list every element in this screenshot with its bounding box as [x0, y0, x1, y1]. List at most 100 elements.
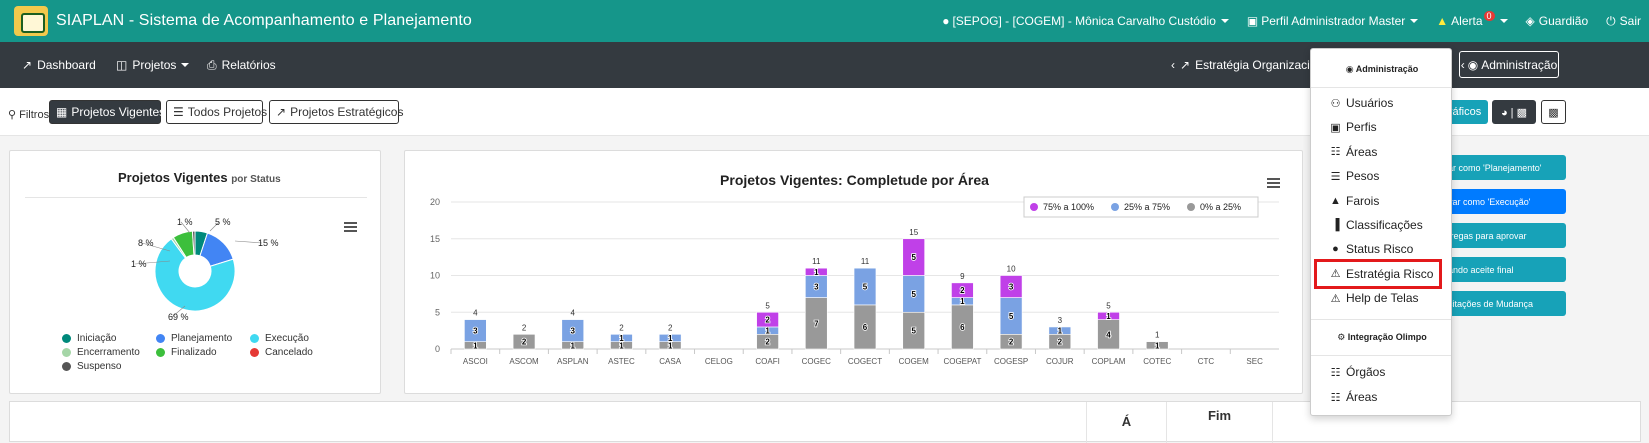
dropdown-item--rg-os[interactable]: ☷ Órgãos	[1329, 365, 1386, 379]
logout-link[interactable]: ⏻ Sair	[1606, 14, 1641, 29]
filter-all-projects[interactable]: ☰ Todos Projetos	[166, 100, 267, 124]
bar-segment-coafi	[756, 311, 779, 328]
dropdown-item-usu-rios[interactable]: ⚇ Usuários	[1329, 96, 1394, 110]
bar-total-label: 15	[909, 228, 918, 237]
x-tick-label: COGECT	[848, 357, 882, 366]
dropdown-item-label: Áreas	[1346, 390, 1378, 404]
pie-data-label: 69 %	[168, 312, 189, 322]
alert-menu[interactable]: ▲ Alerta 0	[1436, 11, 1508, 28]
pie-menu-icon[interactable]	[344, 222, 357, 232]
nav-strategy[interactable]: ‹ ↗ Estratégia Organizacional	[1171, 42, 1310, 88]
dropdown-divider	[1311, 87, 1451, 88]
pie-label-leader	[234, 240, 263, 244]
bar-total-label: 4	[571, 309, 576, 318]
bar-menu-icon[interactable]	[1267, 178, 1280, 188]
chart-toggle-button[interactable]: ◕ | ▩	[1492, 100, 1536, 124]
side-action-button[interactable]: ar como 'Planejamento'	[1442, 155, 1566, 180]
bar-total-label: 5	[765, 301, 770, 310]
x-tick-label: ASCOI	[463, 357, 488, 366]
bar-segment-cogem	[902, 238, 925, 276]
dropdown-item-status-risco[interactable]: ● Status Risco	[1329, 242, 1413, 256]
bar-chart-button[interactable]: ▩	[1541, 100, 1566, 124]
siaplan-logo[interactable]	[14, 6, 48, 36]
id-card-icon: ▣	[1330, 121, 1341, 134]
bar-segment-label: 3	[1009, 283, 1014, 292]
highlight-estrategia-risco	[1314, 259, 1442, 289]
pie-legend-item[interactable]: Iniciação	[62, 333, 116, 344]
filter-all-label: Todos Projetos	[187, 105, 268, 119]
dropdown-divider	[1311, 355, 1451, 356]
user-menu[interactable]: ● [SEPOG] - [COGEM] - Mônica Carvalho Cu…	[942, 14, 1229, 28]
filter-strategic-projects[interactable]: ↗ Projetos Estratégicos	[269, 100, 403, 124]
admin-menu-button[interactable]: ‹ ◉ Administração	[1459, 51, 1559, 78]
app-title[interactable]: SIAPLAN - Sistema de Acompanhamento e Pl…	[56, 12, 472, 29]
table-col-divider	[1272, 402, 1273, 443]
nav-reports[interactable]: ⎙ Relatórios	[207, 42, 276, 88]
bar-segment-label: 1	[814, 268, 819, 277]
bar-segment-cojur	[1048, 326, 1072, 335]
bar-legend-label: 75% a 100%	[1043, 202, 1094, 212]
legend-swatch	[156, 334, 165, 343]
line-chart-icon: ↗	[22, 58, 33, 72]
side-action-button[interactable]: var como 'Execução'	[1442, 189, 1566, 214]
calendar-icon: ▦	[56, 105, 68, 119]
dropdown-item-farois[interactable]: ▲ Farois	[1329, 194, 1379, 208]
alert-label: Alerta	[1451, 14, 1483, 28]
pie-data-label: 15 %	[258, 238, 279, 248]
dropdown-item-classifica-es[interactable]: ▐ Classificações	[1329, 218, 1423, 232]
dropdown-header-admin: ◉ Administração	[1311, 64, 1453, 75]
side-action-button[interactable]: ando aceite final	[1442, 257, 1566, 282]
bar-segment-casa	[658, 334, 682, 342]
dropdown-item-pesos[interactable]: ☰ Pesos	[1329, 169, 1380, 183]
pie-legend-item[interactable]: Encerramento	[62, 347, 140, 358]
chevron-down-icon	[1499, 19, 1508, 23]
top-bar: SIAPLAN - Sistema de Acompanhamento e Pl…	[0, 0, 1649, 42]
side-action-button[interactable]: tregas para aprovar	[1442, 223, 1566, 248]
bar-segment-cogec	[805, 267, 828, 276]
pie-title-divider	[25, 197, 367, 198]
dropdown-item-help-de-telas[interactable]: ⚠ Help de Telas	[1329, 291, 1419, 305]
bell-icon: ▲	[1330, 194, 1341, 207]
side-action-button[interactable]: citações de Mudança	[1442, 291, 1566, 316]
pie-chart-icon: ◕ | ▩	[1500, 106, 1527, 119]
dropdown-item--reas[interactable]: ☷ Áreas	[1329, 145, 1378, 159]
dropdown-item-estrat-gia-risco[interactable]: ⚠ Estratégia Risco	[1329, 267, 1434, 281]
x-tick-label: COGEPAT	[943, 357, 981, 366]
legend-label: Iniciação	[77, 333, 117, 344]
dropdown-item-label: Classificações	[1346, 218, 1423, 232]
admin-dropdown-menu: ◉ Administração ⚇ Usuários ▣ Perfis ☷ Áreas ☰ P…	[1310, 48, 1452, 416]
dropdown-item-label: Help de Telas	[1346, 291, 1419, 306]
pie-legend-item[interactable]: Suspenso	[62, 361, 121, 372]
pie-subtitle-text: por Status	[231, 174, 281, 185]
pie-label-leader	[141, 242, 171, 252]
x-tick-label: COPLAM	[1092, 357, 1126, 366]
dropdown-item-perfis[interactable]: ▣ Perfis	[1329, 120, 1376, 134]
chevron-down-icon	[181, 63, 190, 67]
list-icon: ☰	[1330, 170, 1341, 183]
bar-total-label: 10	[1007, 265, 1016, 274]
bar-legend-swatch	[1111, 203, 1119, 211]
guardian-link[interactable]: ◈ Guardião	[1526, 14, 1589, 28]
nav-dashboard[interactable]: ↗ Dashboard	[22, 42, 96, 88]
filter-label: ⚲ Filtros:	[8, 108, 52, 121]
pie-legend-item[interactable]: Finalizado	[156, 347, 217, 358]
bar-segment-label: 2	[522, 338, 527, 347]
nav-projects[interactable]: ◫ Projetos	[116, 42, 190, 88]
pie-legend-item[interactable]: Planejamento	[156, 333, 232, 344]
x-tick-label: CTC	[1198, 357, 1215, 366]
y-tick-label: 20	[430, 197, 440, 207]
pie-legend-item[interactable]: Cancelado	[250, 347, 313, 358]
nav-projects-label: Projetos	[132, 58, 177, 72]
pie-slice-execução	[154, 238, 236, 312]
bar-segment-asplan	[561, 319, 585, 342]
dropdown-item--reas[interactable]: ☷ Áreas	[1329, 390, 1378, 404]
pie-legend-item[interactable]: Execução	[250, 333, 309, 344]
filter-current-projects[interactable]: ▦ Projetos Vigentes	[49, 100, 165, 124]
users-icon: ⚇	[1330, 97, 1341, 110]
legend-swatch	[250, 334, 259, 343]
pie-title-text: Projetos Vigentes	[118, 170, 228, 185]
profile-menu[interactable]: ▣ Perfil Administrador Master	[1247, 14, 1419, 28]
bar-legend-label: 0% a 25%	[1200, 202, 1241, 212]
legend-swatch	[62, 348, 71, 357]
bar-total-label: 5	[1106, 301, 1111, 310]
